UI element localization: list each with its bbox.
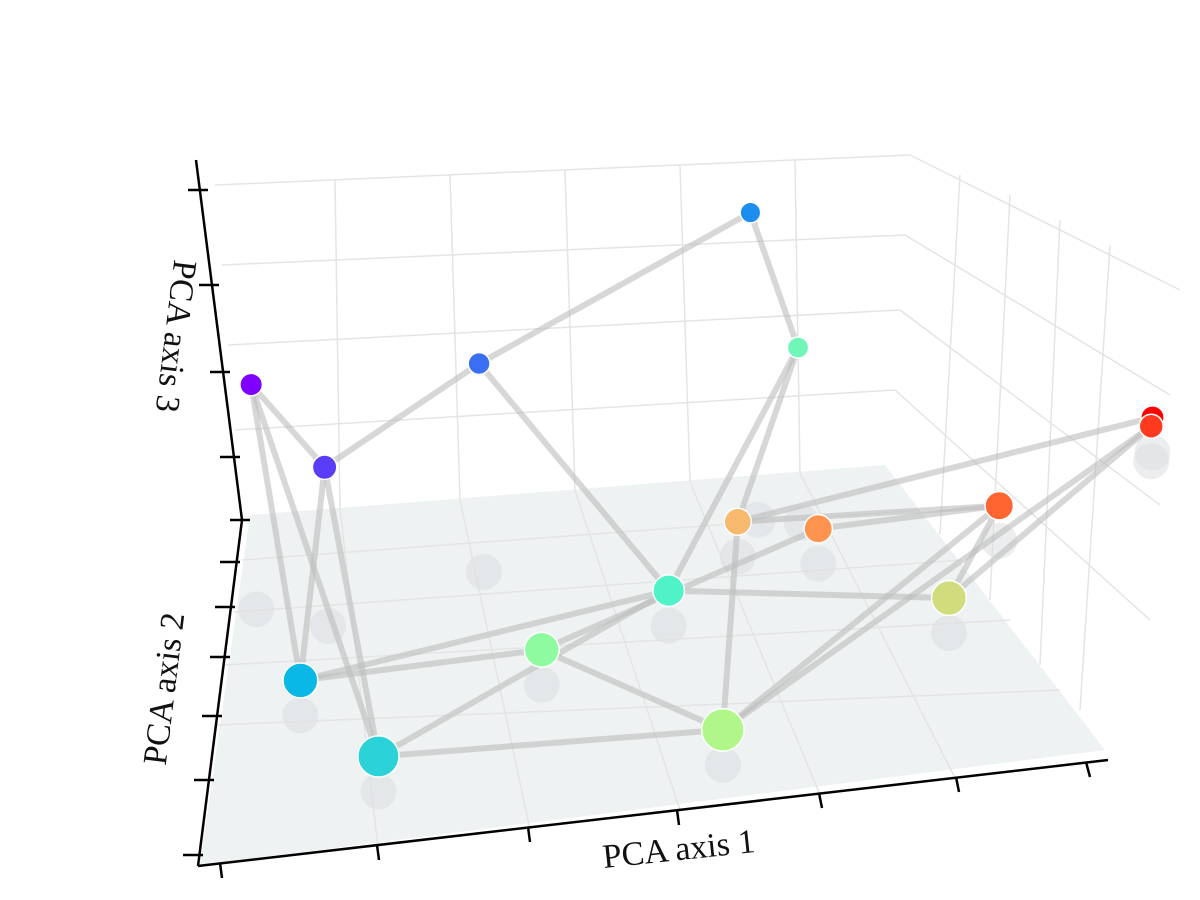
edge-0-4: [248, 381, 304, 684]
grid-line: [939, 174, 961, 536]
edge-2-3: [476, 209, 754, 367]
data-point-13: [984, 490, 1015, 521]
x-tick: [218, 862, 224, 879]
grid-line: [574, 489, 681, 811]
edge-8-9: [538, 646, 726, 733]
point-shadow: [360, 773, 397, 810]
floor-pane: [200, 465, 1105, 865]
point-shadow: [1134, 434, 1171, 471]
edge-0-1: [248, 381, 328, 471]
point-shadow: [800, 545, 837, 582]
edge-1-2: [321, 360, 483, 471]
edge-2-6: [476, 360, 672, 594]
x-tick: [954, 776, 961, 793]
edge-9-11: [719, 518, 741, 733]
grid-line: [909, 154, 1181, 291]
edge-4-6: [297, 587, 672, 684]
edge-13-9: [719, 502, 1003, 733]
edge-7-6: [665, 344, 802, 594]
edge-12-13: [815, 502, 1003, 532]
edge-3-7: [747, 209, 802, 351]
x-tick: [1084, 761, 1092, 778]
edge-7-11: [734, 344, 802, 525]
grid-line: [214, 154, 911, 186]
y-axis-line: [196, 519, 244, 867]
grid-line: [689, 481, 821, 796]
edge-6-10: [665, 587, 952, 601]
point-shadow: [523, 666, 560, 703]
data-point-2: [467, 351, 491, 376]
grid-line: [904, 234, 1171, 396]
grid-line: [215, 689, 1061, 726]
grid-line: [679, 164, 691, 483]
grid-line: [233, 559, 963, 613]
node-layer: [239, 201, 1165, 778]
data-point-4: [282, 662, 319, 699]
x-tick: [817, 792, 824, 809]
edge-1-4: [297, 464, 328, 684]
grid-line: [564, 169, 576, 491]
grid-line: [894, 389, 1151, 621]
data-point-14: [1138, 413, 1164, 439]
x-tick: [526, 826, 532, 843]
point-shadow: [465, 553, 502, 590]
grid-line: [899, 309, 1161, 506]
edge-14-10: [946, 423, 1155, 601]
x-axis-label: PCA axis 1: [601, 823, 757, 876]
edge-14-9: [719, 423, 1155, 733]
z-axis-line: [194, 159, 244, 521]
point-shadow: [931, 615, 967, 651]
grid-line: [334, 179, 341, 509]
point-shadow: [704, 746, 741, 783]
z-axis-label: PCA axis 3: [148, 258, 203, 414]
axis-x: [197, 758, 1109, 879]
grid-line: [794, 159, 801, 474]
edge-5-9: [375, 726, 726, 760]
data-point-7: [786, 336, 810, 359]
data-point-12: [803, 513, 834, 544]
data-point-9: [700, 707, 745, 752]
x-tick: [375, 844, 381, 861]
axis-y: [183, 519, 244, 867]
grid-line: [459, 499, 531, 831]
edge-11-15: [734, 414, 1156, 525]
data-point-0: [239, 372, 264, 397]
edge-4-8: [297, 646, 545, 684]
point-shadow: [650, 607, 687, 644]
data-point-8: [523, 631, 560, 668]
point-shadow: [282, 697, 319, 734]
data-point-5: [357, 735, 400, 778]
data-point-3: [739, 201, 762, 224]
x-tick: [675, 809, 681, 826]
data-point-1: [311, 454, 338, 481]
shadow-layer: [238, 434, 1171, 810]
axis-z: [188, 159, 250, 522]
data-point-6: [652, 574, 686, 608]
grid-line: [234, 389, 896, 431]
grid-line: [449, 174, 461, 501]
data-point-11: [723, 507, 753, 537]
point-shadow: [238, 591, 275, 628]
data-point-10: [930, 579, 968, 617]
y-axis-label: PCA axis 2: [137, 611, 192, 767]
edge-1-5: [321, 464, 382, 760]
